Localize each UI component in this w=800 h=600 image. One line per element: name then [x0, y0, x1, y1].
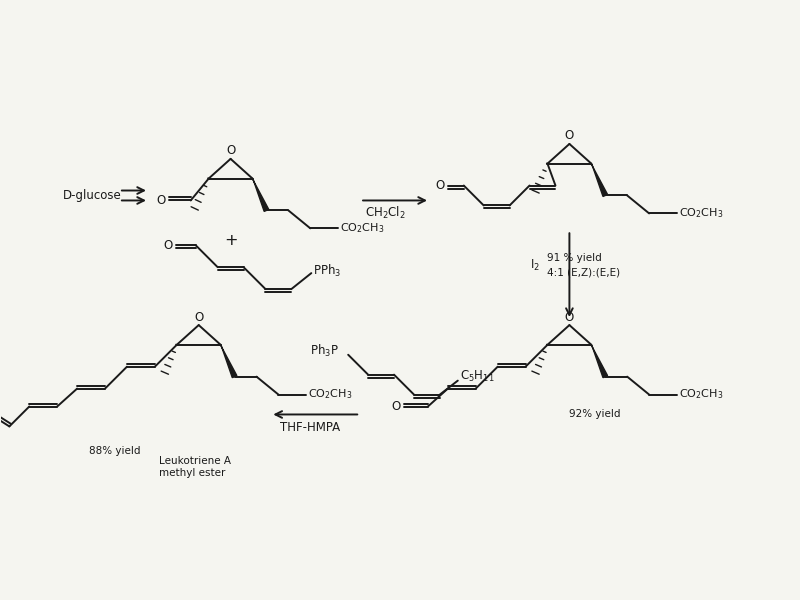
Text: CO$_2$CH$_3$: CO$_2$CH$_3$ [679, 206, 723, 220]
Text: CO$_2$CH$_3$: CO$_2$CH$_3$ [679, 388, 723, 401]
Polygon shape [220, 344, 237, 377]
Polygon shape [591, 344, 607, 377]
Text: C$_5$H$_{11}$: C$_5$H$_{11}$ [460, 369, 494, 384]
Text: I$_2$: I$_2$ [530, 257, 539, 273]
Text: O: O [156, 194, 166, 207]
Text: CO$_2$CH$_3$: CO$_2$CH$_3$ [308, 388, 353, 401]
Text: 88% yield: 88% yield [89, 446, 141, 456]
Text: 91 % yield: 91 % yield [547, 253, 602, 263]
Text: 4:1 (E,Z):(E,E): 4:1 (E,Z):(E,E) [547, 267, 621, 277]
Text: CH$_2$Cl$_2$: CH$_2$Cl$_2$ [365, 205, 406, 221]
Text: THF-HMPA: THF-HMPA [280, 421, 340, 434]
Text: O: O [194, 311, 203, 323]
Text: O: O [565, 311, 574, 323]
Text: PPh$_3$: PPh$_3$ [314, 263, 342, 279]
Text: O: O [391, 400, 401, 413]
Text: Leukotriene A
methyl ester: Leukotriene A methyl ester [159, 457, 231, 478]
Polygon shape [591, 163, 607, 196]
Text: O: O [163, 239, 173, 252]
Polygon shape [252, 178, 269, 211]
Text: O: O [226, 145, 235, 157]
Text: O: O [565, 130, 574, 142]
Text: D-glucose: D-glucose [63, 189, 122, 202]
Text: +: + [224, 233, 238, 248]
Text: Ph$_3$P: Ph$_3$P [310, 343, 339, 359]
Text: 92% yield: 92% yield [570, 409, 621, 419]
Text: CO$_2$CH$_3$: CO$_2$CH$_3$ [340, 221, 385, 235]
Text: O: O [435, 179, 445, 192]
